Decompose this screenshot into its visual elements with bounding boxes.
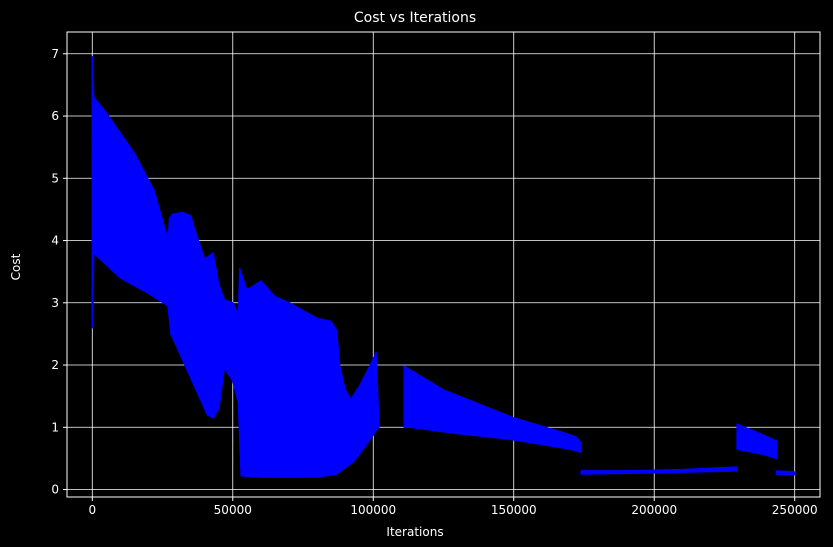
- x-tick-label: 100000: [350, 503, 396, 517]
- x-tick-label: 250000: [772, 503, 818, 517]
- y-tick-label: 6: [51, 109, 59, 123]
- y-axis-label: Cost: [9, 253, 23, 280]
- series-area: [403, 365, 582, 453]
- y-tick-label: 1: [51, 420, 59, 434]
- y-tick-label: 5: [51, 171, 59, 185]
- x-tick-label: 50000: [214, 503, 252, 517]
- y-axis: 0 1 2 3 4 5 6 7: [51, 47, 67, 497]
- series-layer: [91, 56, 796, 478]
- y-tick-label: 2: [51, 358, 59, 372]
- y-tick-label: 7: [51, 47, 59, 61]
- x-tick-label: 0: [88, 503, 96, 517]
- x-tick-label: 150000: [491, 503, 537, 517]
- y-tick-label: 0: [51, 483, 59, 497]
- y-tick-label: 4: [51, 234, 59, 248]
- x-tick-label: 200000: [631, 503, 677, 517]
- series-area: [775, 470, 796, 476]
- y-tick-label: 3: [51, 296, 59, 310]
- plot-frame: [66, 31, 821, 498]
- chart-title: Cost vs Iterations: [354, 10, 476, 26]
- series-area: [91, 56, 380, 478]
- x-axis-label: Iterations: [386, 525, 443, 539]
- series-area: [580, 466, 738, 475]
- x-axis: 0 50000 100000 150000 200000 250000: [88, 497, 818, 517]
- series-area: [736, 423, 778, 460]
